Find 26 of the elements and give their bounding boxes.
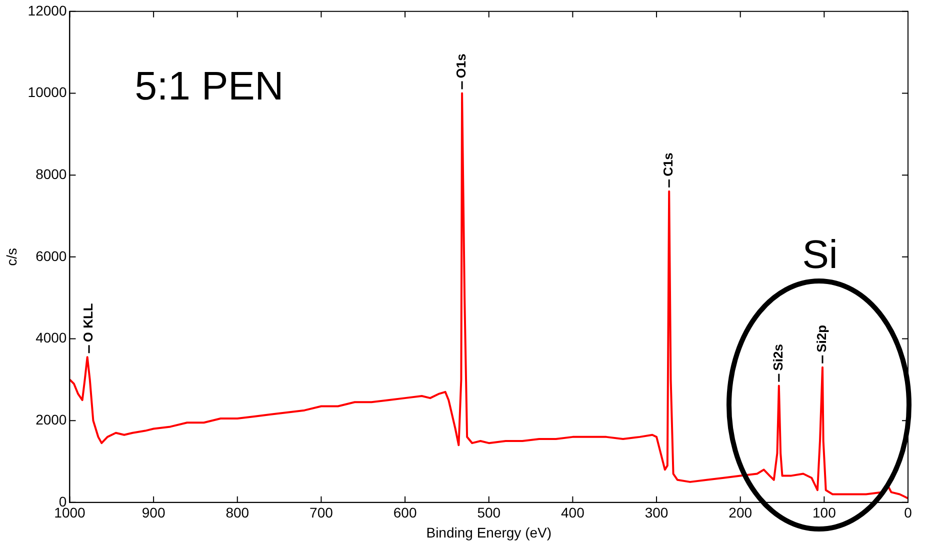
- x-tick-label: 600: [393, 504, 417, 521]
- annotation: Si2p: [814, 324, 830, 352]
- x-tick-label: 700: [310, 504, 334, 521]
- y-axis-title: c/s: [3, 248, 20, 266]
- y-tick-label: 8000: [36, 166, 67, 182]
- x-tick-label: 100: [812, 504, 836, 521]
- annotation: O1s: [454, 54, 469, 78]
- y-tick-label: 6000: [36, 248, 67, 264]
- y-tick-label: 0: [58, 493, 67, 510]
- x-tick-label: 200: [728, 504, 752, 521]
- x-tick-label: 300: [644, 504, 668, 521]
- annotation: Si2s: [770, 344, 786, 371]
- x-tick-label: 900: [142, 504, 166, 521]
- annotation: O KLL: [80, 303, 96, 342]
- x-tick-label: 0: [904, 504, 912, 521]
- x-axis-title: Binding Energy (eV): [426, 524, 552, 540]
- y-tick-label: 12000: [28, 2, 67, 18]
- y-tick-label: 4000: [36, 330, 67, 346]
- annotation: 5:1 PEN: [134, 64, 284, 108]
- annotation: Si: [802, 233, 838, 277]
- annotation: C1s: [660, 152, 676, 176]
- y-tick-label: 10000: [28, 84, 67, 100]
- y-tick-label: 2000: [36, 411, 67, 428]
- x-tick-label: 500: [477, 504, 501, 521]
- x-tick-label: 800: [226, 504, 250, 521]
- x-tick-label: 400: [561, 504, 585, 521]
